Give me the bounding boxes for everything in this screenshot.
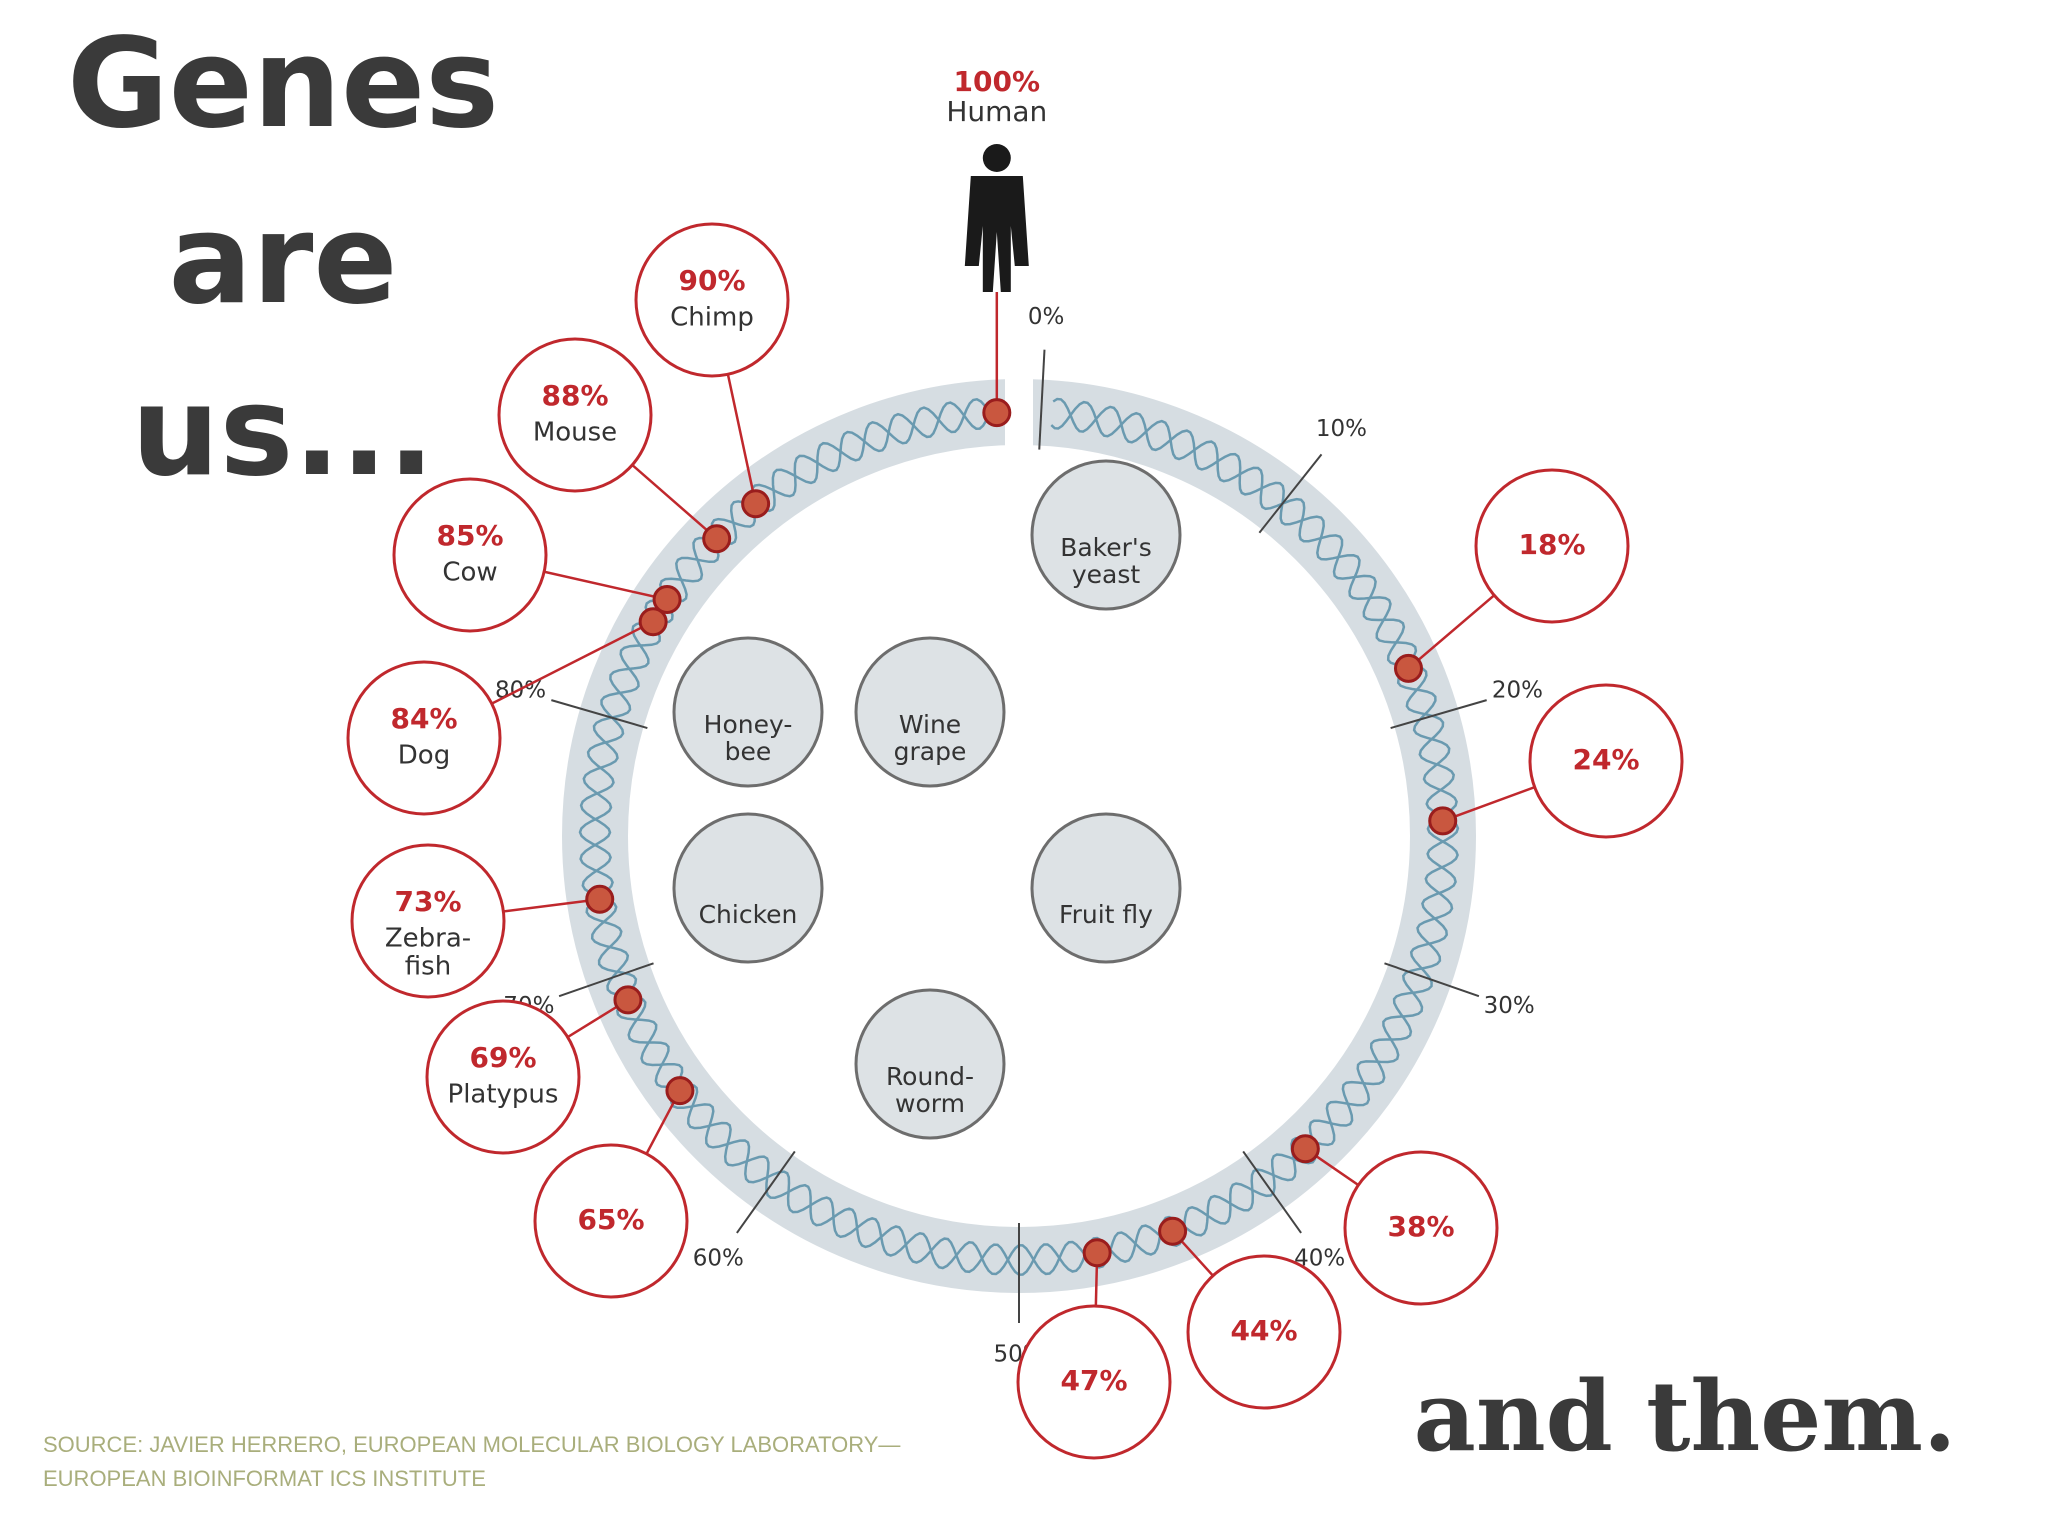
scale-tick-label: 0% [1028, 304, 1065, 330]
callout-percent: 18% [1518, 528, 1585, 561]
callout-name: Chimp [670, 303, 754, 333]
callout-name: Platypus [448, 1080, 559, 1110]
scale-tick [551, 699, 648, 729]
scale-tick [1258, 453, 1323, 534]
gene-marker [982, 398, 1012, 428]
inner-organism-name: Wine [899, 710, 961, 739]
inner-organism-name: worm [895, 1089, 965, 1118]
inner-organism-circle [854, 988, 1006, 1140]
inner-organism-name: grape [894, 737, 967, 766]
callout-percent: 24% [1572, 743, 1639, 776]
inner-organism-name: Round- [886, 1062, 974, 1091]
inner-organism-name: bee [725, 737, 772, 766]
callout-percent: 69% [469, 1041, 536, 1074]
callout-circle [346, 660, 502, 816]
gene-marker [741, 489, 771, 519]
human-silhouette [964, 144, 1029, 292]
callout-name: Zebra- [385, 924, 471, 954]
callout-circle [1186, 1254, 1342, 1410]
ring-gap [1005, 372, 1033, 452]
scale-tick-label: 60% [693, 1246, 744, 1272]
scale-tick [1038, 349, 1046, 450]
reference-name: Human [946, 95, 1047, 128]
callout-circle [350, 843, 506, 999]
inner-organism-circle [672, 636, 824, 788]
callout-percent: 44% [1230, 1314, 1297, 1347]
scale-tick [736, 1150, 796, 1234]
inner-organism-circle [1030, 459, 1182, 611]
inner-organism-circle [1030, 812, 1182, 964]
callout-circle [425, 999, 581, 1155]
title-line: are [169, 188, 398, 332]
callout-circle [497, 337, 653, 493]
callout-circle [1528, 683, 1684, 839]
scale-tick [1242, 1150, 1302, 1234]
callout-percent: 88% [541, 379, 608, 412]
gene-marker [652, 585, 682, 615]
scale-tick [1384, 962, 1480, 998]
callout-circle [533, 1143, 689, 1299]
head [982, 144, 1011, 172]
callout-circle [634, 222, 790, 378]
gene-ring-diagram: 0%10%20%30%40%50%60%70%80%100%Human18%24… [346, 65, 1684, 1460]
callout-percent: 84% [390, 702, 457, 735]
body [964, 176, 1029, 292]
closing-text: and them. [1414, 1360, 1957, 1473]
inner-organism-name: Honey- [704, 710, 793, 739]
inner-organism-circle [672, 812, 824, 964]
gene-marker [702, 524, 732, 554]
inner-organism-name: Chicken [699, 900, 798, 929]
gene-marker [1393, 653, 1423, 683]
callout-percent: 47% [1060, 1364, 1127, 1397]
callout-percent: 90% [678, 264, 745, 297]
callout-percent: 65% [577, 1203, 644, 1236]
callout-circle [392, 477, 548, 633]
gene-marker [585, 884, 615, 914]
gene-marker [665, 1076, 695, 1106]
callout-name: fish [405, 952, 451, 982]
inner-organism-name: Baker's [1060, 533, 1152, 562]
scale-tick-label: 30% [1484, 993, 1535, 1019]
reference-percent: 100% [954, 65, 1041, 98]
gene-marker [613, 985, 643, 1015]
source-note: SOURCE: JAVIER HERRERO, EUROPEAN MOLECUL… [43, 1432, 900, 1491]
callout-percent: 73% [394, 885, 461, 918]
source-line: EUROPEAN BIOINFORMAT ICS INSTITUTE [43, 1466, 486, 1491]
gene-marker [1158, 1216, 1188, 1246]
inner-organism-circle [854, 636, 1006, 788]
inner-organism-name: Fruit fly [1059, 900, 1153, 929]
gene-marker [638, 607, 668, 637]
callout-circle [1343, 1150, 1499, 1306]
callout-name: Cow [442, 558, 497, 588]
scale-tick-label: 80% [495, 678, 546, 704]
title-line: Genes [67, 12, 499, 156]
callout-name: Mouse [533, 418, 617, 448]
gene-marker [1428, 806, 1458, 836]
scale-tick [558, 962, 654, 998]
callout-circle [1016, 1304, 1172, 1460]
callout-percent: 38% [1387, 1210, 1454, 1243]
callout-percent: 85% [436, 519, 503, 552]
source-line: SOURCE: JAVIER HERRERO, EUROPEAN MOLECUL… [43, 1432, 900, 1457]
scale-tick-label: 20% [1492, 678, 1543, 704]
title-line: us... [131, 360, 434, 504]
callout-name: Dog [398, 741, 450, 771]
gene-marker [1290, 1134, 1320, 1164]
gene-marker [1082, 1238, 1112, 1268]
scale-tick-label: 10% [1316, 416, 1367, 442]
callout-circle [1474, 468, 1630, 624]
scale-tick [1390, 699, 1487, 729]
title: Genes are us... [67, 12, 499, 504]
inner-organism-name: yeast [1072, 560, 1141, 589]
